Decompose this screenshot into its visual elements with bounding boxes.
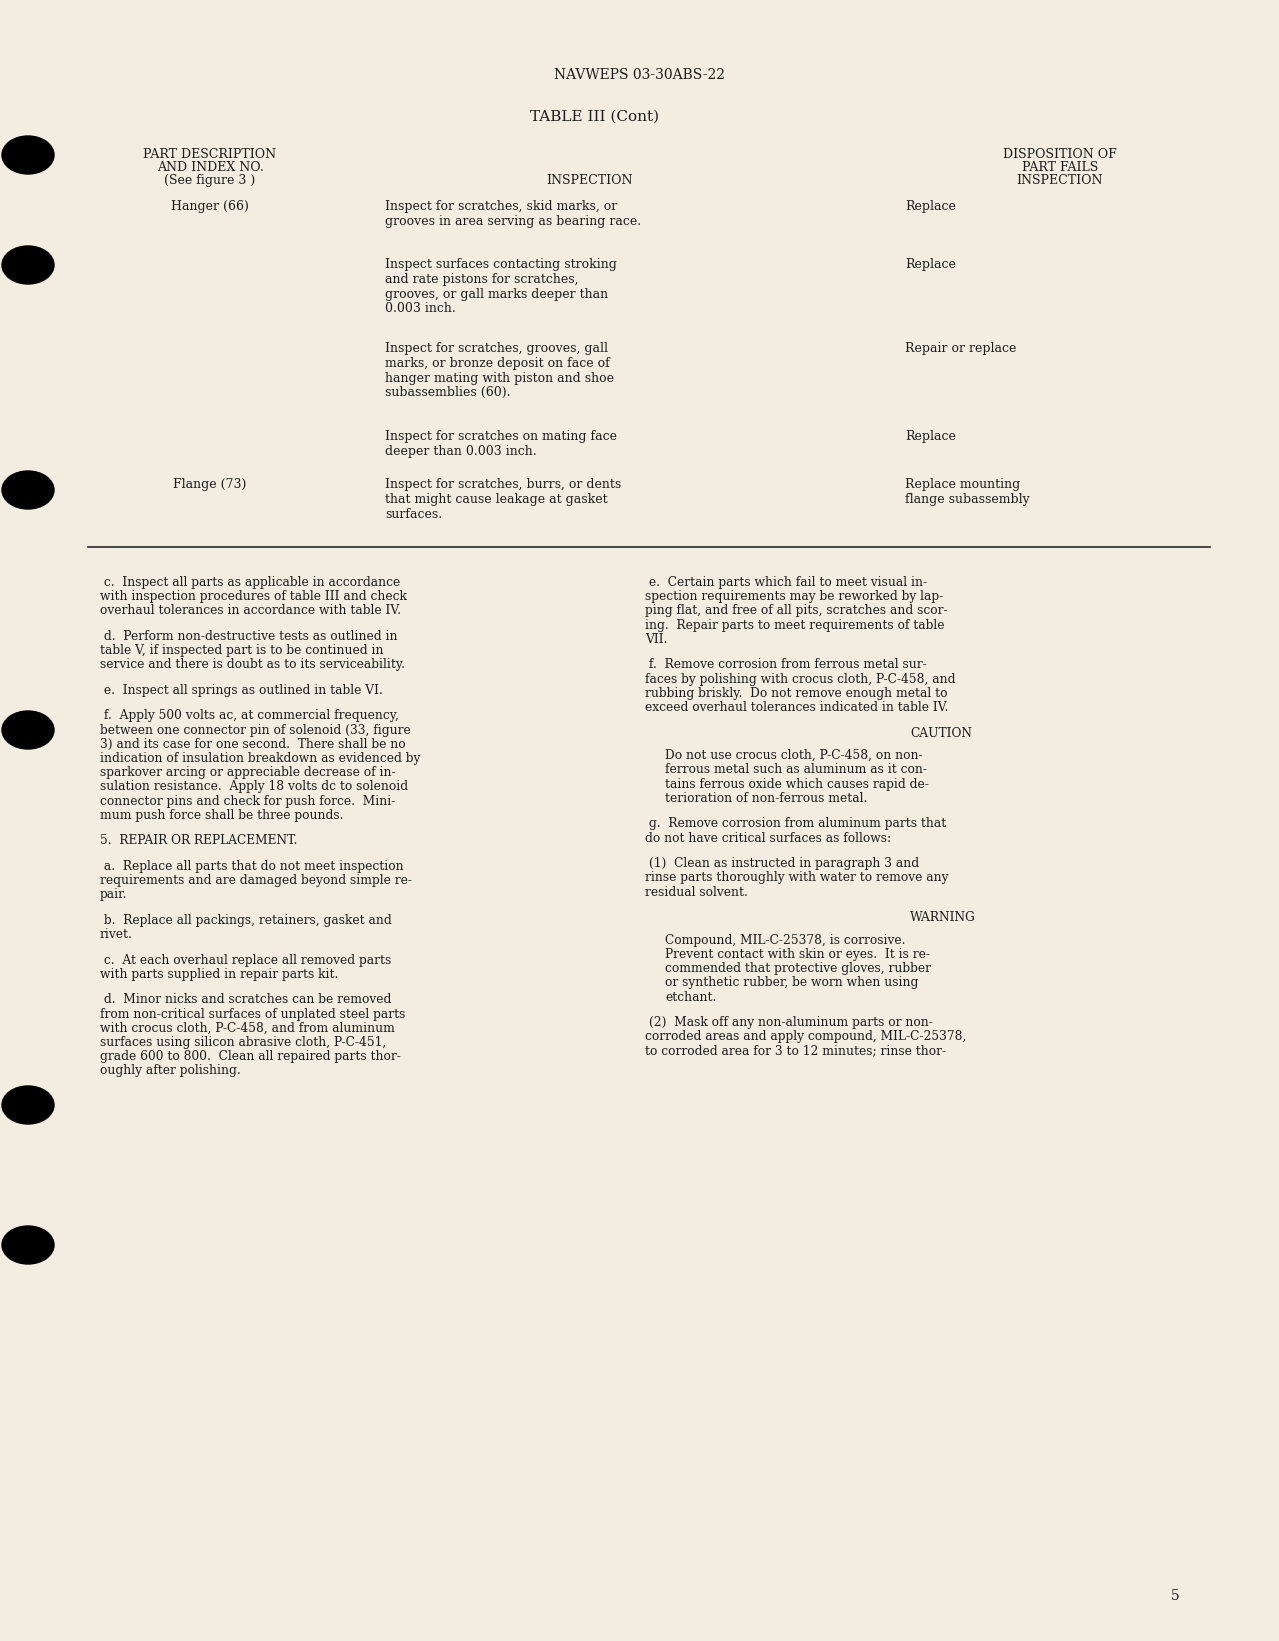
Text: faces by polishing with crocus cloth, P-C-458, and: faces by polishing with crocus cloth, P-… [645, 673, 955, 686]
Text: Prevent contact with skin or eyes.  It is re-: Prevent contact with skin or eyes. It is… [665, 948, 930, 962]
Text: etchant.: etchant. [665, 991, 716, 1004]
Text: Inspect for scratches, skid marks, or: Inspect for scratches, skid marks, or [385, 200, 618, 213]
Text: corroded areas and apply compound, MIL-C-25378,: corroded areas and apply compound, MIL-C… [645, 1031, 967, 1044]
Text: rinse parts thoroughly with water to remove any: rinse parts thoroughly with water to rem… [645, 871, 949, 884]
Text: ping flat, and free of all pits, scratches and scor-: ping flat, and free of all pits, scratch… [645, 604, 948, 617]
Text: sparkover arcing or appreciable decrease of in-: sparkover arcing or appreciable decrease… [100, 766, 395, 779]
Text: table V, if inspected part is to be continued in: table V, if inspected part is to be cont… [100, 645, 384, 656]
Text: 5.  REPAIR OR REPLACEMENT.: 5. REPAIR OR REPLACEMENT. [100, 834, 298, 847]
Text: g.  Remove corrosion from aluminum parts that: g. Remove corrosion from aluminum parts … [645, 817, 946, 830]
Text: d.  Perform non-destructive tests as outlined in: d. Perform non-destructive tests as outl… [100, 630, 398, 643]
Text: AND INDEX NO.: AND INDEX NO. [156, 161, 263, 174]
Text: grooves in area serving as bearing race.: grooves in area serving as bearing race. [385, 215, 641, 228]
Text: grooves, or gall marks deeper than: grooves, or gall marks deeper than [385, 287, 608, 300]
Text: to corroded area for 3 to 12 minutes; rinse thor-: to corroded area for 3 to 12 minutes; ri… [645, 1045, 946, 1057]
Text: spection requirements may be reworked by lap-: spection requirements may be reworked by… [645, 591, 943, 604]
Text: (1)  Clean as instructed in paragraph 3 and: (1) Clean as instructed in paragraph 3 a… [645, 857, 920, 870]
Text: rubbing briskly.  Do not remove enough metal to: rubbing briskly. Do not remove enough me… [645, 688, 948, 699]
Text: with parts supplied in repair parts kit.: with parts supplied in repair parts kit. [100, 968, 339, 981]
Text: subassemblies (60).: subassemblies (60). [385, 386, 510, 399]
Text: with crocus cloth, P-C-458, and from aluminum: with crocus cloth, P-C-458, and from alu… [100, 1022, 395, 1035]
Text: INSPECTION: INSPECTION [546, 174, 633, 187]
Text: marks, or bronze deposit on face of: marks, or bronze deposit on face of [385, 356, 610, 369]
Ellipse shape [3, 711, 54, 748]
Text: WARNING: WARNING [909, 911, 976, 924]
Text: surfaces.: surfaces. [385, 507, 443, 520]
Text: INSPECTION: INSPECTION [1017, 174, 1104, 187]
Text: surfaces using silicon abrasive cloth, P-C-451,: surfaces using silicon abrasive cloth, P… [100, 1035, 386, 1049]
Text: hanger mating with piston and shoe: hanger mating with piston and shoe [385, 371, 614, 384]
Text: rivet.: rivet. [100, 929, 133, 942]
Text: commended that protective gloves, rubber: commended that protective gloves, rubber [665, 962, 931, 975]
Text: Do not use crocus cloth, P-C-458, on non-: Do not use crocus cloth, P-C-458, on non… [665, 750, 922, 761]
Text: pair.: pair. [100, 888, 128, 901]
Text: connector pins and check for push force.  Mini-: connector pins and check for push force.… [100, 794, 395, 807]
Text: grade 600 to 800.  Clean all repaired parts thor-: grade 600 to 800. Clean all repaired par… [100, 1050, 400, 1063]
Text: Replace: Replace [906, 258, 955, 271]
Text: exceed overhaul tolerances indicated in table IV.: exceed overhaul tolerances indicated in … [645, 701, 948, 714]
Text: Compound, MIL-C-25378, is corrosive.: Compound, MIL-C-25378, is corrosive. [665, 934, 906, 947]
Text: tains ferrous oxide which causes rapid de-: tains ferrous oxide which causes rapid d… [665, 778, 929, 791]
Text: terioration of non-ferrous metal.: terioration of non-ferrous metal. [665, 793, 867, 804]
Text: CAUTION: CAUTION [909, 727, 972, 740]
Text: Repair or replace: Repair or replace [906, 341, 1017, 354]
Text: (2)  Mask off any non-aluminum parts or non-: (2) Mask off any non-aluminum parts or n… [645, 1016, 932, 1029]
Text: 0.003 inch.: 0.003 inch. [385, 302, 455, 315]
Text: service and there is doubt as to its serviceability.: service and there is doubt as to its ser… [100, 658, 405, 671]
Text: ing.  Repair parts to meet requirements of table: ing. Repair parts to meet requirements o… [645, 619, 944, 632]
Text: d.  Minor nicks and scratches can be removed: d. Minor nicks and scratches can be remo… [100, 993, 391, 1006]
Text: DISPOSITION OF: DISPOSITION OF [1003, 148, 1117, 161]
Text: flange subassembly: flange subassembly [906, 492, 1030, 505]
Text: b.  Replace all packings, retainers, gasket and: b. Replace all packings, retainers, gask… [100, 914, 391, 927]
Text: requirements and are damaged beyond simple re-: requirements and are damaged beyond simp… [100, 875, 412, 888]
Text: PART FAILS: PART FAILS [1022, 161, 1099, 174]
Text: Inspect for scratches, grooves, gall: Inspect for scratches, grooves, gall [385, 341, 608, 354]
Ellipse shape [3, 246, 54, 284]
Text: indication of insulation breakdown as evidenced by: indication of insulation breakdown as ev… [100, 752, 421, 765]
Text: Inspect for scratches, burrs, or dents: Inspect for scratches, burrs, or dents [385, 478, 622, 491]
Text: do not have critical surfaces as follows:: do not have critical surfaces as follows… [645, 832, 891, 845]
Text: Replace: Replace [906, 430, 955, 443]
Text: overhaul tolerances in accordance with table IV.: overhaul tolerances in accordance with t… [100, 604, 402, 617]
Text: oughly after polishing.: oughly after polishing. [100, 1065, 240, 1078]
Text: Inspect surfaces contacting stroking: Inspect surfaces contacting stroking [385, 258, 616, 271]
Text: sulation resistance.  Apply 18 volts dc to solenoid: sulation resistance. Apply 18 volts dc t… [100, 781, 408, 794]
Text: Flange (73): Flange (73) [174, 478, 247, 491]
Text: Replace mounting: Replace mounting [906, 478, 1021, 491]
Text: Hanger (66): Hanger (66) [171, 200, 249, 213]
Text: and rate pistons for scratches,: and rate pistons for scratches, [385, 272, 578, 286]
Text: or synthetic rubber, be worn when using: or synthetic rubber, be worn when using [665, 976, 918, 990]
Text: Replace: Replace [906, 200, 955, 213]
Text: PART DESCRIPTION: PART DESCRIPTION [143, 148, 276, 161]
Text: that might cause leakage at gasket: that might cause leakage at gasket [385, 492, 608, 505]
Ellipse shape [3, 136, 54, 174]
Text: c.  Inspect all parts as applicable in accordance: c. Inspect all parts as applicable in ac… [100, 576, 400, 589]
Ellipse shape [3, 1226, 54, 1264]
Ellipse shape [3, 1086, 54, 1124]
Text: mum push force shall be three pounds.: mum push force shall be three pounds. [100, 809, 344, 822]
Ellipse shape [3, 471, 54, 509]
Text: f.  Apply 500 volts ac, at commercial frequency,: f. Apply 500 volts ac, at commercial fre… [100, 709, 399, 722]
Text: c.  At each overhaul replace all removed parts: c. At each overhaul replace all removed … [100, 953, 391, 967]
Text: ferrous metal such as aluminum as it con-: ferrous metal such as aluminum as it con… [665, 763, 927, 776]
Text: 3) and its case for one second.  There shall be no: 3) and its case for one second. There sh… [100, 738, 405, 752]
Text: 5: 5 [1170, 1588, 1179, 1603]
Text: e.  Certain parts which fail to meet visual in-: e. Certain parts which fail to meet visu… [645, 576, 927, 589]
Text: NAVWEPS 03-30ABS-22: NAVWEPS 03-30ABS-22 [555, 67, 725, 82]
Text: deeper than 0.003 inch.: deeper than 0.003 inch. [385, 445, 537, 458]
Text: TABLE III (Cont): TABLE III (Cont) [531, 110, 660, 125]
Text: from non-critical surfaces of unplated steel parts: from non-critical surfaces of unplated s… [100, 1008, 405, 1021]
Text: residual solvent.: residual solvent. [645, 886, 748, 899]
Text: between one connector pin of solenoid (33, figure: between one connector pin of solenoid (3… [100, 724, 411, 737]
Text: VII.: VII. [645, 633, 668, 647]
Text: f.  Remove corrosion from ferrous metal sur-: f. Remove corrosion from ferrous metal s… [645, 658, 927, 671]
Text: a.  Replace all parts that do not meet inspection: a. Replace all parts that do not meet in… [100, 860, 404, 873]
Text: Inspect for scratches on mating face: Inspect for scratches on mating face [385, 430, 616, 443]
Text: with inspection procedures of table III and check: with inspection procedures of table III … [100, 591, 407, 604]
Text: (See figure 3 ): (See figure 3 ) [165, 174, 256, 187]
Text: e.  Inspect all springs as outlined in table VI.: e. Inspect all springs as outlined in ta… [100, 684, 382, 697]
